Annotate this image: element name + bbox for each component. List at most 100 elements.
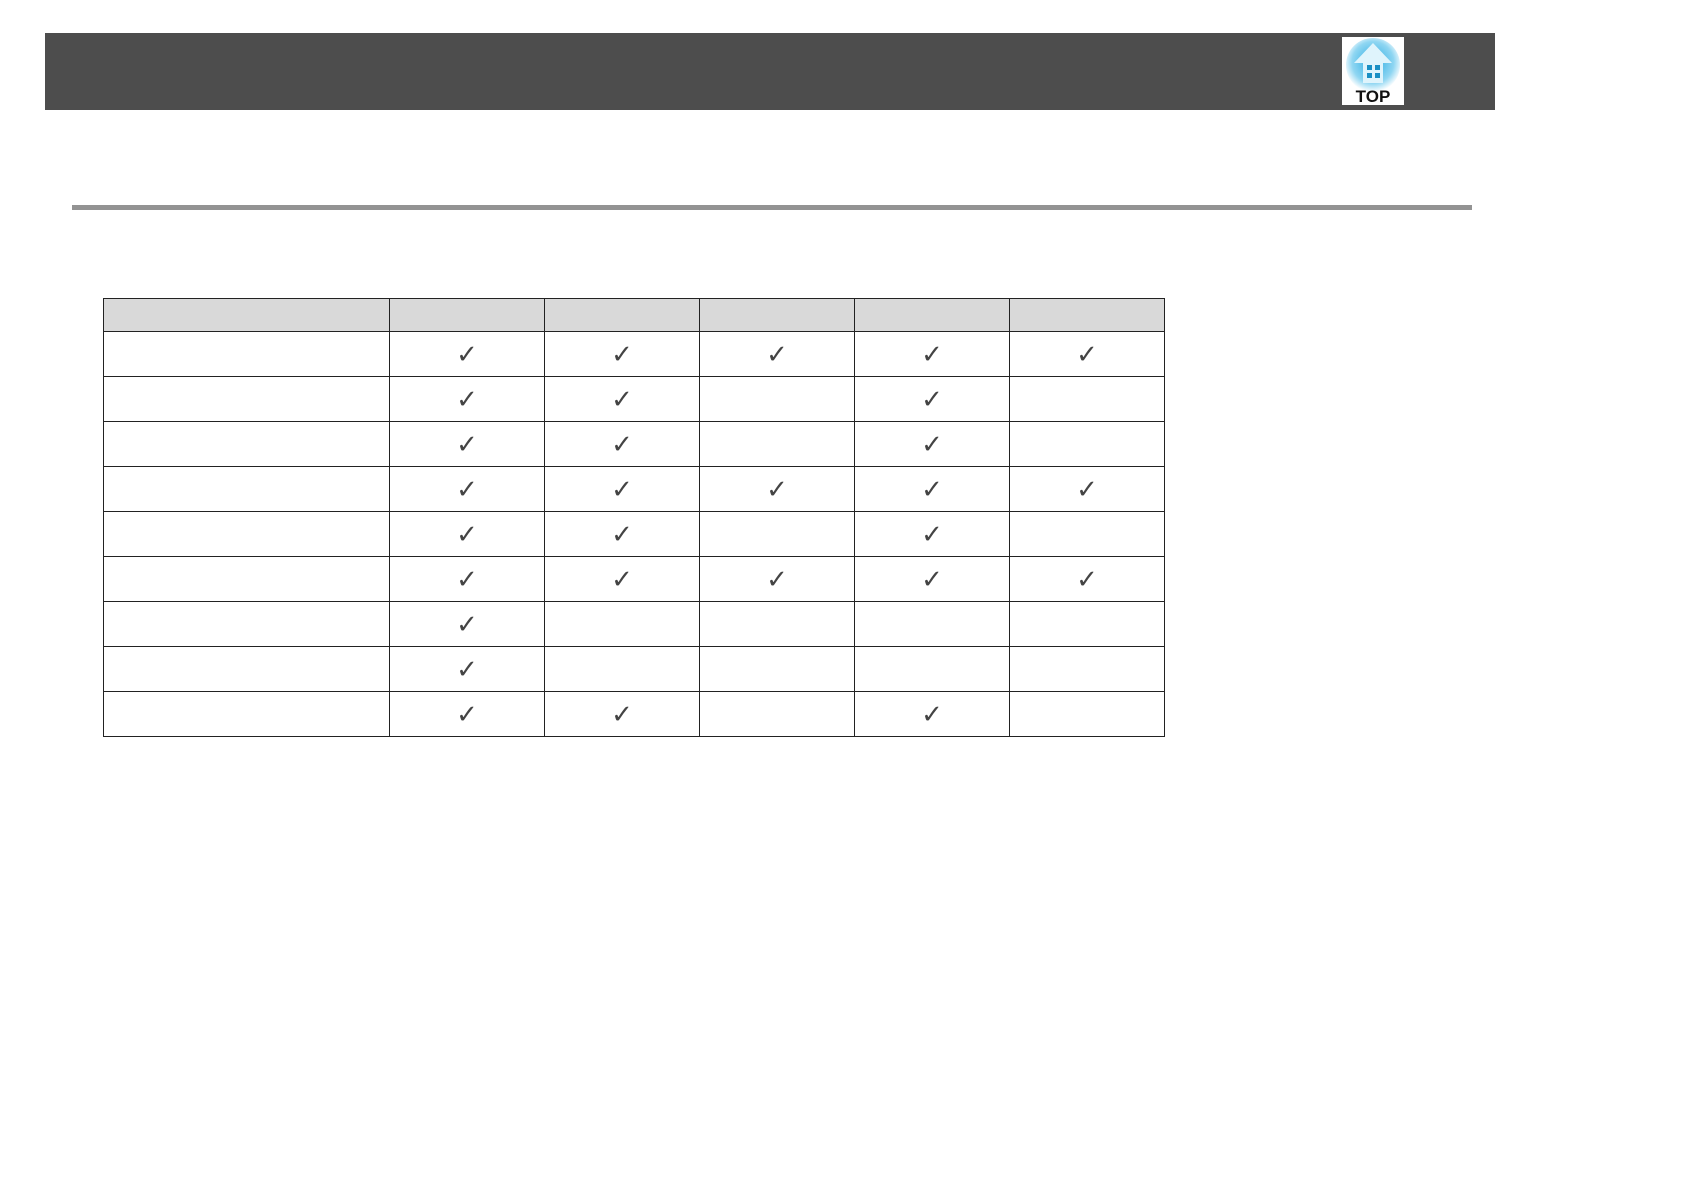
table-cell xyxy=(1009,376,1165,422)
check-icon: ✓ xyxy=(921,385,943,415)
table-cell: ✓ xyxy=(699,466,855,512)
table-cell xyxy=(699,511,855,557)
row-label-cell xyxy=(103,646,390,692)
table-cell: ✓ xyxy=(544,331,700,377)
compatibility-table: ✓ ✓ ✓ ✓ ✓ ✓ ✓ ✓ ✓ ✓ ✓ ✓ ✓ ✓ ✓ ✓ ✓ ✓ ✓ ✓ ✓ ✓ ✓ ✓ ✓ ✓ ✓ ✓ ✓ xyxy=(103,298,1165,737)
table-cell: ✓ xyxy=(1009,556,1165,602)
check-icon: ✓ xyxy=(456,565,478,595)
table-cell xyxy=(699,691,855,737)
home-arrow-up-icon: TOP xyxy=(1346,38,1400,105)
check-icon: ✓ xyxy=(456,610,478,640)
check-icon: ✓ xyxy=(1076,475,1098,505)
table-cell xyxy=(1009,511,1165,557)
table-cell: ✓ xyxy=(389,421,545,467)
table-cell xyxy=(544,601,700,647)
check-icon: ✓ xyxy=(456,475,478,505)
table-cell: ✓ xyxy=(389,331,545,377)
row-label-cell xyxy=(103,556,390,602)
check-icon: ✓ xyxy=(921,520,943,550)
table-cell: ✓ xyxy=(389,691,545,737)
row-label-cell xyxy=(103,376,390,422)
check-icon: ✓ xyxy=(1076,340,1098,370)
check-icon: ✓ xyxy=(611,700,633,730)
table-row: ✓ ✓ ✓ ✓ ✓ xyxy=(103,556,1165,602)
top-button[interactable]: TOP xyxy=(1342,37,1404,105)
table-cell xyxy=(1009,691,1165,737)
table-cell: ✓ xyxy=(1009,466,1165,512)
header-cell xyxy=(699,298,855,332)
table-cell: ✓ xyxy=(544,421,700,467)
table-cell: ✓ xyxy=(389,646,545,692)
table-cell: ✓ xyxy=(854,511,1010,557)
table-cell: ✓ xyxy=(544,376,700,422)
check-icon: ✓ xyxy=(611,565,633,595)
header-cell xyxy=(854,298,1010,332)
table-cell: ✓ xyxy=(389,556,545,602)
table-cell: ✓ xyxy=(389,601,545,647)
table-cell: ✓ xyxy=(544,691,700,737)
check-icon: ✓ xyxy=(611,520,633,550)
table-cell xyxy=(1009,421,1165,467)
table-cell xyxy=(699,601,855,647)
table-cell xyxy=(854,646,1010,692)
header-cell xyxy=(103,298,390,332)
table-cell: ✓ xyxy=(389,466,545,512)
check-icon: ✓ xyxy=(456,340,478,370)
table-cell xyxy=(544,646,700,692)
check-icon: ✓ xyxy=(456,385,478,415)
table-row: ✓ xyxy=(103,646,1165,692)
table-cell xyxy=(1009,601,1165,647)
check-icon: ✓ xyxy=(766,475,788,505)
check-icon: ✓ xyxy=(766,565,788,595)
table-row: ✓ ✓ ✓ xyxy=(103,691,1165,737)
check-icon: ✓ xyxy=(921,700,943,730)
section-rule xyxy=(72,205,1472,210)
table-header-row xyxy=(103,298,1165,332)
table-cell: ✓ xyxy=(699,331,855,377)
table-cell: ✓ xyxy=(389,511,545,557)
header-cell xyxy=(389,298,545,332)
check-icon: ✓ xyxy=(456,430,478,460)
check-icon: ✓ xyxy=(921,475,943,505)
header-bar xyxy=(45,33,1495,110)
row-label-cell xyxy=(103,466,390,512)
table-cell xyxy=(699,421,855,467)
table-row: ✓ ✓ ✓ ✓ ✓ xyxy=(103,331,1165,377)
check-icon: ✓ xyxy=(456,655,478,685)
table-cell: ✓ xyxy=(544,511,700,557)
table-row: ✓ ✓ ✓ xyxy=(103,376,1165,422)
table-cell: ✓ xyxy=(389,376,545,422)
table-cell: ✓ xyxy=(854,376,1010,422)
row-label-cell xyxy=(103,691,390,737)
top-label: TOP xyxy=(1356,87,1391,105)
table-row: ✓ ✓ ✓ xyxy=(103,511,1165,557)
check-icon: ✓ xyxy=(611,340,633,370)
row-label-cell xyxy=(103,331,390,377)
check-icon: ✓ xyxy=(766,340,788,370)
table-row: ✓ xyxy=(103,601,1165,647)
table-row: ✓ ✓ ✓ ✓ ✓ xyxy=(103,466,1165,512)
header-cell xyxy=(544,298,700,332)
table-cell: ✓ xyxy=(699,556,855,602)
table-cell: ✓ xyxy=(1009,331,1165,377)
table-row: ✓ ✓ ✓ xyxy=(103,421,1165,467)
row-label-cell xyxy=(103,511,390,557)
check-icon: ✓ xyxy=(456,700,478,730)
check-icon: ✓ xyxy=(921,430,943,460)
table-cell: ✓ xyxy=(854,421,1010,467)
table-cell: ✓ xyxy=(854,466,1010,512)
row-label-cell xyxy=(103,421,390,467)
table-cell: ✓ xyxy=(544,556,700,602)
check-icon: ✓ xyxy=(921,340,943,370)
header-cell xyxy=(1009,298,1165,332)
check-icon: ✓ xyxy=(1076,565,1098,595)
table-cell xyxy=(699,646,855,692)
table-cell xyxy=(699,376,855,422)
table-cell xyxy=(1009,646,1165,692)
check-icon: ✓ xyxy=(611,475,633,505)
table-cell: ✓ xyxy=(854,691,1010,737)
table-cell xyxy=(854,601,1010,647)
table-cell: ✓ xyxy=(854,331,1010,377)
check-icon: ✓ xyxy=(456,520,478,550)
check-icon: ✓ xyxy=(611,385,633,415)
